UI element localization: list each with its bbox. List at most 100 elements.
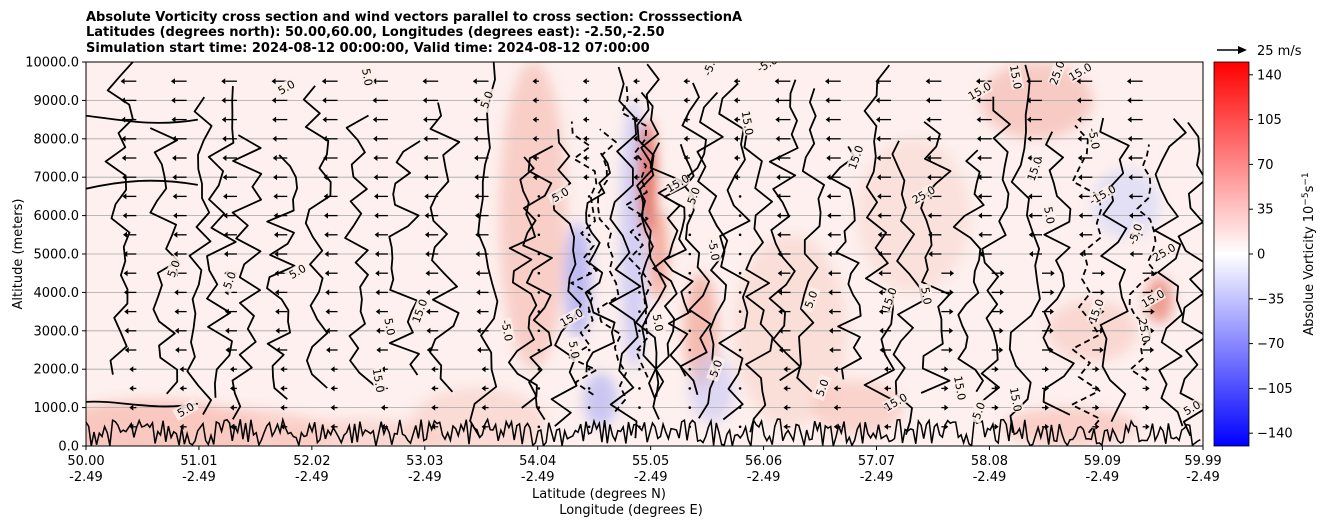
y-tick-label: 8000.0	[34, 132, 80, 147]
wind-vector	[688, 367, 692, 371]
contour-label-group: 5.0	[812, 374, 832, 402]
wind-vector-head	[170, 78, 175, 85]
contour-label-group: 5.0	[918, 282, 935, 309]
wind-vector-head	[273, 212, 278, 219]
wind-vector-head	[1145, 366, 1150, 373]
colorbar: 140 105 70 35 0 −35 −70 −105 −140 Absolue Vortic…	[1213, 61, 1317, 447]
wind-vector-head	[827, 231, 832, 238]
wind-vector-head	[633, 116, 638, 123]
wind-vector-head	[775, 97, 780, 104]
wind-vector-head	[1077, 135, 1082, 142]
contour-label-bg	[1178, 396, 1203, 419]
wind-vector-head	[481, 385, 486, 392]
contour-label: 25.0	[1136, 317, 1153, 343]
contour-label-group: 15.0	[370, 367, 387, 393]
wind-vector-head	[633, 97, 638, 104]
wind-vector-head	[950, 270, 955, 277]
wind-vector-head	[325, 308, 330, 315]
wind-vector-head	[474, 212, 479, 219]
wind-vector-head	[280, 423, 285, 430]
contour-line	[584, 152, 616, 373]
wind-vector-head	[1028, 193, 1033, 200]
wind-vector-head	[323, 212, 328, 219]
wind-vector-head	[179, 423, 184, 430]
wind-vector-head	[1044, 366, 1049, 373]
x-tick-label-lat: 51.01	[180, 454, 217, 469]
wind-vector-head	[927, 174, 932, 181]
contour-label: 5.0	[221, 270, 239, 291]
wind-vector-head	[422, 78, 427, 85]
contour-line	[863, 64, 895, 401]
wind-vector-head	[129, 385, 134, 392]
wind-vector	[587, 387, 591, 390]
y-axis-label: Altitude (meters)	[11, 199, 26, 310]
wind-vector-head	[783, 404, 788, 411]
wind-vector-head	[944, 366, 949, 373]
contour-label-bg	[706, 236, 723, 263]
contour-label-group: 5.0	[381, 313, 398, 340]
contour-line	[86, 114, 198, 124]
wind-vector	[587, 348, 591, 352]
wind-vector-head	[72, 155, 76, 161]
contour-label-bg	[706, 355, 726, 382]
wind-vector-head	[876, 135, 881, 142]
wind-vector-head	[375, 289, 380, 296]
x-tick-label-lat: 58.08	[971, 454, 1008, 469]
y-tick-label: 9000.0	[34, 94, 80, 109]
wind-vector-head	[826, 174, 831, 181]
contour-label-bg	[1150, 241, 1178, 264]
wind-vector-head	[323, 155, 328, 161]
wind-vector-head	[1099, 347, 1104, 353]
contour-label-group: 5.0	[968, 397, 989, 425]
wind-vector-head	[275, 327, 280, 334]
contour-label: 5.0	[1041, 206, 1057, 225]
wind-vector-head	[1027, 135, 1032, 142]
contour-line	[639, 91, 667, 397]
wind-vector-head	[229, 404, 234, 411]
wind-vector-head	[174, 289, 179, 296]
wind-vector-head	[978, 231, 983, 238]
wind-vector-head	[472, 78, 477, 85]
wind-vector	[638, 310, 641, 313]
wind-vector	[537, 233, 541, 237]
wind-vector-head	[223, 251, 228, 257]
wind-vector-head	[734, 174, 739, 181]
wind-vector	[638, 195, 641, 198]
wind-vector-head	[1044, 404, 1049, 411]
wind-vector-head	[978, 212, 983, 219]
wind-vector	[537, 329, 541, 333]
contour-label-group: -5.0	[705, 236, 723, 263]
wind-vector-head	[431, 404, 436, 411]
wind-vector-head	[1079, 231, 1084, 238]
wind-vector-head	[776, 193, 781, 200]
wind-vector-head	[173, 231, 178, 238]
wind-vector	[537, 387, 541, 390]
contour-label-group: 25.0	[1136, 317, 1153, 343]
wind-vector-head	[474, 174, 479, 181]
wind-vector-head	[476, 327, 481, 334]
wind-vector-head	[1026, 97, 1031, 104]
wind-vector-head	[1145, 385, 1150, 392]
wind-vector-head	[274, 270, 279, 277]
contour-label: 5.0	[707, 358, 725, 379]
wind-vector-head	[174, 308, 179, 315]
contour-line	[86, 179, 198, 190]
title-line-3: Simulation start time: 2024-08-12 00:00:…	[86, 41, 650, 56]
wind-vector-head	[774, 78, 779, 85]
wind-vector-head	[833, 366, 838, 373]
wind-vector	[688, 233, 692, 237]
contour-label-bg	[683, 182, 704, 210]
contour-label-bg	[812, 374, 832, 402]
wind-vector-head	[380, 366, 385, 373]
wind-vector	[638, 291, 641, 294]
wind-vector-head	[1000, 289, 1005, 296]
wind-vector	[638, 271, 641, 275]
contour-surface-clutter	[86, 416, 1201, 446]
wind-vector-head	[172, 155, 177, 161]
contour-label-group: 5.0	[650, 309, 667, 336]
wind-vector-head	[1050, 270, 1055, 277]
contour-label: 5.0	[650, 313, 666, 332]
wind-vector-head	[324, 251, 329, 257]
wind-vector-head	[425, 251, 430, 257]
contour-label-bg	[845, 143, 866, 171]
